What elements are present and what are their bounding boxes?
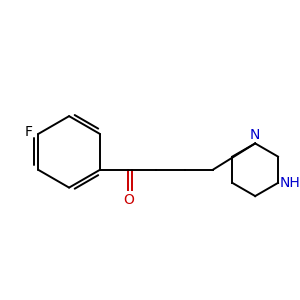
Text: F: F <box>25 125 33 139</box>
Text: NH: NH <box>280 176 300 190</box>
Text: O: O <box>123 193 134 207</box>
Text: N: N <box>250 128 260 142</box>
